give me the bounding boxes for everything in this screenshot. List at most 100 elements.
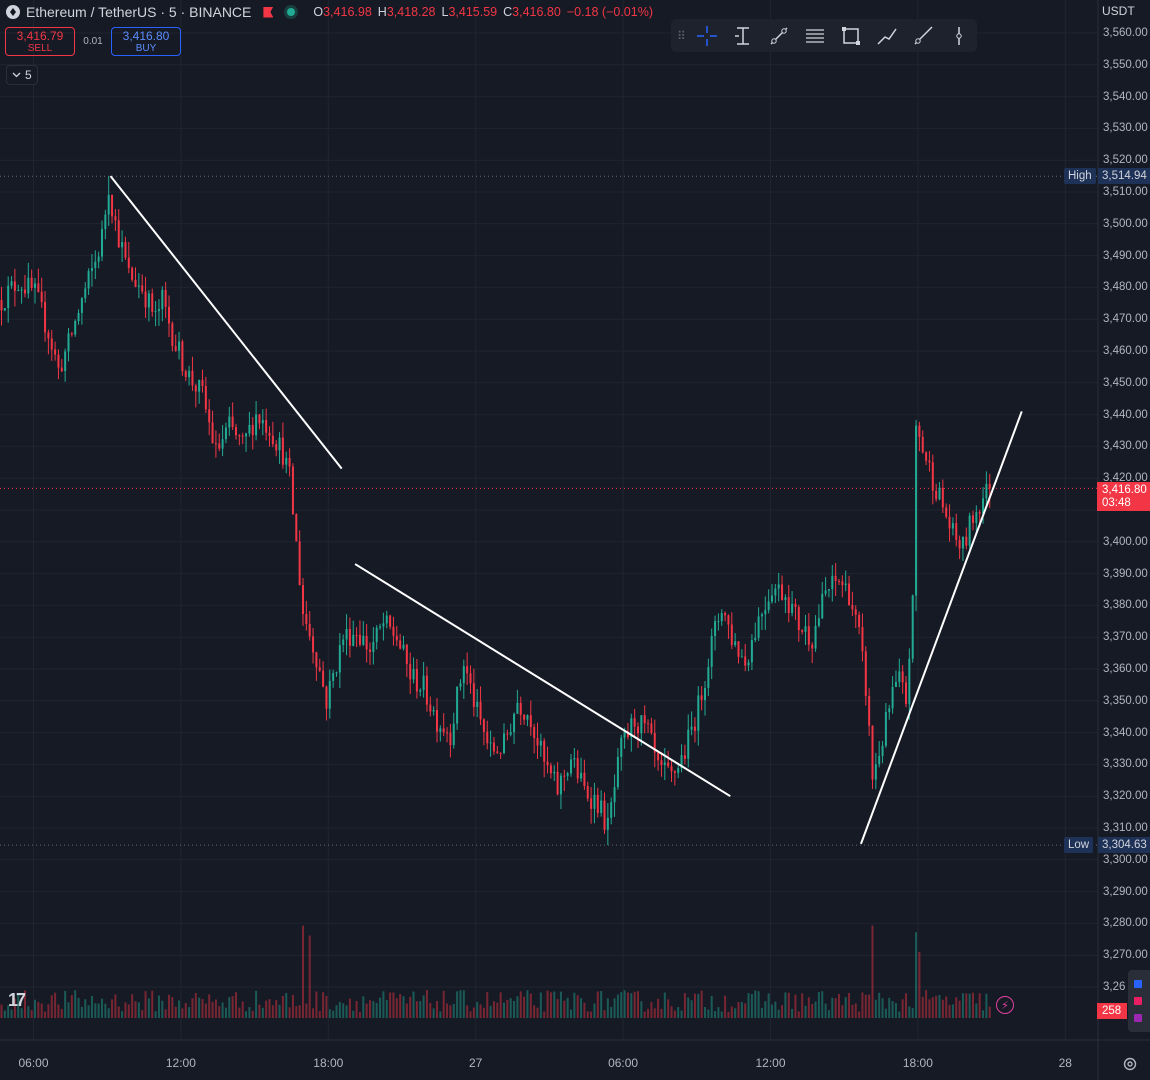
horizontal-lines-tool[interactable]: [797, 19, 833, 52]
sell-button[interactable]: 3,416.79 SELL: [5, 27, 75, 56]
candle-body: [513, 713, 516, 733]
currency-label[interactable]: USDT: [1102, 4, 1135, 18]
candle-body: [221, 439, 224, 449]
candle-body: [365, 635, 368, 650]
ray-tool[interactable]: [905, 19, 941, 52]
volume-bar: [345, 1005, 348, 1018]
candle-body: [0, 300, 3, 311]
flag-icon[interactable]: [263, 6, 274, 18]
path-tool[interactable]: [869, 19, 905, 52]
candle-body: [178, 341, 181, 351]
candle-body: [151, 293, 154, 313]
volume-bar: [134, 1001, 137, 1018]
volume-bar: [838, 994, 840, 1018]
volume-bar: [462, 990, 465, 1018]
time-axis[interactable]: 06:00 12:00 18:00 27 06:00 12:00 18:00 28: [0, 1052, 1098, 1076]
volume-bar: [707, 1009, 710, 1018]
candle-body: [476, 701, 479, 707]
volume-bar: [422, 995, 425, 1018]
volume-bar: [633, 991, 636, 1018]
candle-body: [231, 416, 234, 428]
rectangle-tool[interactable]: [833, 19, 869, 52]
candle-body: [777, 584, 780, 589]
blue-square-icon[interactable]: [1134, 980, 1142, 988]
candle-body: [750, 640, 753, 663]
high-tag: High: [1064, 168, 1096, 185]
candle-body: [268, 432, 271, 436]
buy-button[interactable]: 3,416.80 BUY: [111, 27, 181, 56]
candle-body: [171, 323, 174, 347]
volume-bar: [201, 999, 204, 1018]
settings-icon[interactable]: [1122, 1056, 1138, 1072]
candle-body: [730, 624, 733, 646]
volume-bar: [412, 991, 415, 1018]
candle-body: [620, 737, 623, 757]
purple-square-icon[interactable]: [1134, 1014, 1142, 1022]
tradingview-logo[interactable]: 17: [8, 990, 26, 1010]
drawings[interactable]: [109, 175, 1023, 845]
volume-bar: [305, 1003, 308, 1018]
volume-bar: [734, 1008, 737, 1018]
volume-bar: [291, 994, 294, 1018]
symbol-title[interactable]: Ethereum / TetherUS · 5 · BINANCE: [26, 4, 252, 20]
candle-body: [318, 667, 321, 671]
volume-bar: [596, 991, 599, 1018]
candle-body: [613, 787, 616, 803]
volume-bar: [884, 1008, 887, 1018]
pink-square-icon[interactable]: [1134, 997, 1142, 1005]
volume-bar: [124, 1002, 127, 1018]
candle-body: [918, 425, 921, 437]
candle-body: [34, 283, 36, 288]
candle-body: [657, 752, 660, 761]
candle-body: [616, 756, 619, 788]
candle-body: [499, 752, 502, 754]
trend-line-tool[interactable]: [761, 19, 797, 52]
candle-body: [385, 615, 388, 624]
candle-body: [834, 575, 837, 581]
volume-bar: [60, 1008, 63, 1018]
indicator-collapse-button[interactable]: 5: [6, 65, 38, 85]
volume-bar: [382, 991, 385, 1018]
candle-body: [67, 333, 70, 352]
candle-body: [519, 702, 522, 715]
trend-line-drawing[interactable]: [354, 563, 731, 798]
candle-body: [456, 686, 459, 724]
volume-bar: [683, 993, 686, 1018]
volume-bar: [302, 925, 304, 1018]
side-widget-dock[interactable]: [1128, 970, 1150, 1032]
candle-body: [332, 673, 335, 681]
volume-bar: [442, 990, 445, 1018]
lightning-icon[interactable]: ⚡: [996, 996, 1014, 1014]
vertical-line-tool[interactable]: [941, 19, 977, 52]
volume-bar: [737, 1002, 740, 1018]
volume-bar: [348, 998, 351, 1018]
volume-bar: [948, 1004, 951, 1018]
volume-bar: [841, 1005, 844, 1018]
volume-bar: [184, 1002, 187, 1018]
volume-bar: [251, 1010, 254, 1018]
trend-line-drawing[interactable]: [109, 175, 343, 470]
volume-bar: [509, 998, 512, 1018]
trend-line-drawing[interactable]: [860, 411, 1023, 845]
volume-bar: [566, 997, 569, 1018]
candle-body: [74, 321, 77, 335]
candle-body: [261, 419, 264, 424]
candle-body: [452, 723, 455, 745]
candle-body: [188, 370, 191, 378]
volume-bar: [727, 1011, 730, 1018]
volume-bar: [379, 997, 382, 1018]
candle-body: [637, 726, 639, 734]
volume-bar: [523, 996, 526, 1018]
candle-body: [496, 751, 499, 753]
crosshair-tool[interactable]: [689, 19, 725, 52]
drag-handle-icon[interactable]: ⠿: [677, 28, 686, 43]
price-tick-label: 3,400.00: [1103, 535, 1148, 548]
volume-bar: [543, 1011, 546, 1018]
candle-body: [462, 666, 465, 684]
high-value: 3,418.28: [386, 5, 436, 19]
volume-bars: [0, 925, 991, 1018]
text-tool[interactable]: [725, 19, 761, 52]
price-tick-label: 3,520.00: [1103, 154, 1148, 167]
candle-body: [526, 715, 529, 720]
